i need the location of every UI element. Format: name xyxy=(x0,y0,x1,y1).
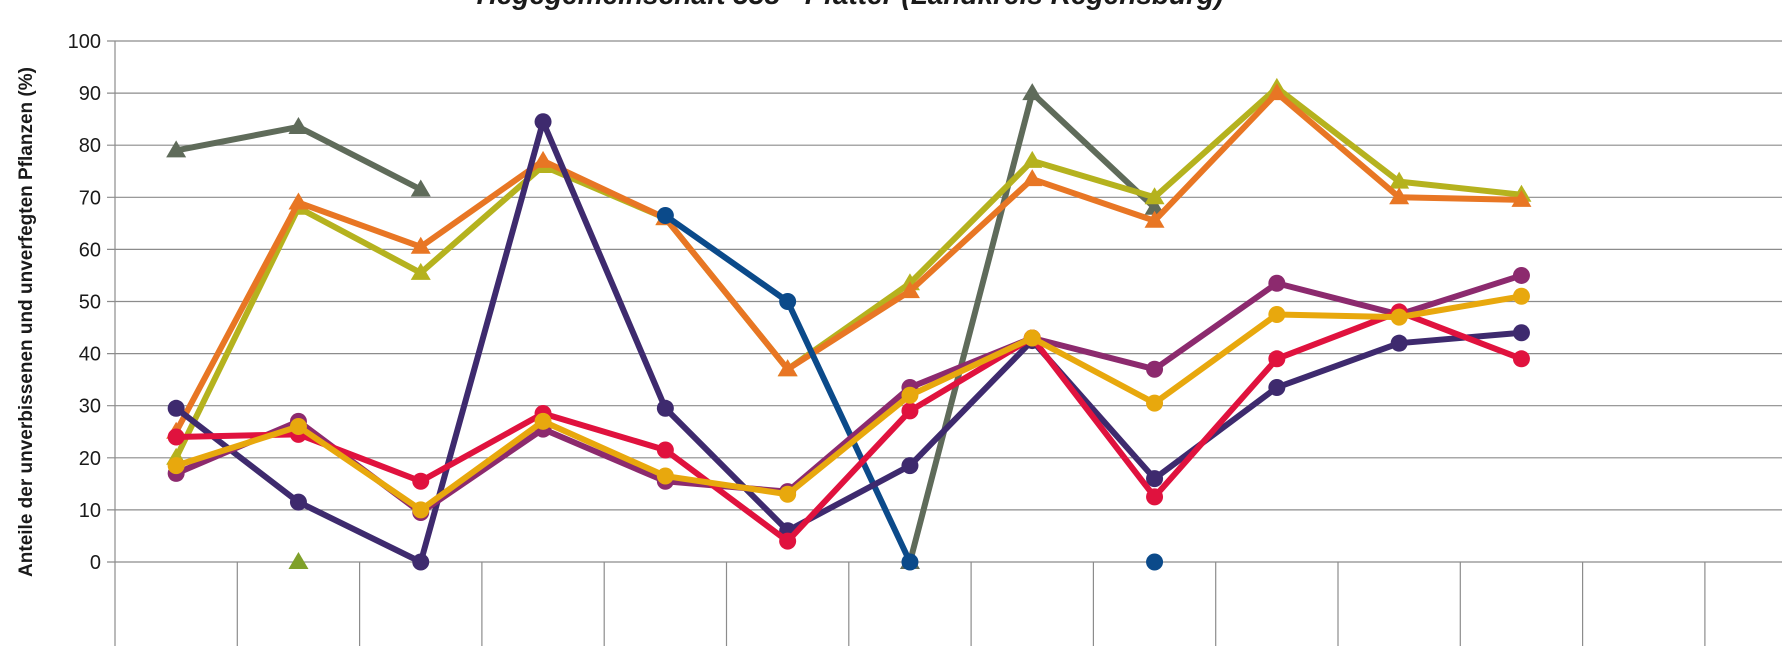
data-point xyxy=(656,441,674,459)
data-point xyxy=(1268,306,1286,324)
data-point xyxy=(167,457,185,475)
y-tick-label: 30 xyxy=(79,396,101,418)
data-point xyxy=(1511,189,1532,207)
data-point xyxy=(1146,394,1164,412)
data-point xyxy=(901,386,919,404)
series-line xyxy=(173,308,1525,545)
data-point xyxy=(412,553,430,571)
series-4 xyxy=(288,552,309,569)
y-tick-label: 80 xyxy=(79,135,101,157)
data-point xyxy=(288,192,309,210)
data-point xyxy=(289,493,307,511)
data-point xyxy=(1022,150,1043,168)
data-point xyxy=(1146,553,1164,571)
data-point xyxy=(1390,334,1408,352)
data-point xyxy=(1146,470,1164,488)
data-point xyxy=(1268,274,1286,292)
data-point xyxy=(1146,488,1164,506)
data-point xyxy=(1512,350,1530,368)
data-point xyxy=(1389,187,1410,205)
y-tick-label: 90 xyxy=(79,83,101,105)
data-point xyxy=(1390,308,1408,326)
series-1 xyxy=(166,83,1165,569)
y-tick-label: 70 xyxy=(79,187,101,209)
series-line xyxy=(173,84,1525,461)
data-point xyxy=(410,236,431,254)
data-point xyxy=(289,418,307,436)
data-point xyxy=(656,467,674,485)
y-axis-label: Anteile der unverbissenen und unverfegte… xyxy=(16,67,37,577)
y-tick-labels: 0 10 20 30 40 50 60 70 80 90 100 xyxy=(68,31,101,574)
data-point xyxy=(1144,210,1165,228)
series-line xyxy=(173,123,424,193)
data-point xyxy=(166,140,187,158)
series-5 xyxy=(656,207,1164,571)
series-7 xyxy=(167,266,1530,522)
data-point xyxy=(1389,171,1410,189)
data-point xyxy=(656,399,674,417)
x-tick-marks xyxy=(236,562,1706,646)
data-point xyxy=(901,457,919,475)
data-point xyxy=(1022,83,1043,101)
series-line xyxy=(173,293,1525,513)
data-point xyxy=(1144,187,1165,205)
y-tick-label: 40 xyxy=(79,344,101,366)
data-point xyxy=(656,207,674,225)
data-point xyxy=(1512,266,1530,284)
data-point xyxy=(534,412,552,430)
chart-title: Hegegemeinschaft 338 - Pfatter (Landkrei… xyxy=(477,0,1224,10)
data-point xyxy=(901,553,919,571)
data-point xyxy=(779,293,797,310)
data-point xyxy=(412,472,430,490)
data-point xyxy=(410,179,431,197)
data-point xyxy=(288,552,309,569)
y-tick-label: 0 xyxy=(90,552,101,574)
data-point xyxy=(1266,83,1287,101)
data-point xyxy=(412,501,430,519)
series-9 xyxy=(167,287,1530,519)
y-tick-label: 20 xyxy=(79,448,101,470)
data-point xyxy=(167,428,185,446)
y-tick-label: 10 xyxy=(79,500,101,522)
data-point xyxy=(1146,360,1164,378)
series-line xyxy=(173,90,1525,435)
data-point xyxy=(1144,197,1165,215)
series-layer xyxy=(166,77,1532,571)
y-tick-label: 100 xyxy=(68,31,101,53)
data-point xyxy=(1268,350,1286,368)
series-line xyxy=(173,118,1525,565)
data-point xyxy=(777,359,798,377)
data-point xyxy=(1268,378,1286,396)
y-tick-label: 50 xyxy=(79,292,101,314)
data-point xyxy=(1512,324,1530,342)
series-3 xyxy=(166,83,1532,439)
data-point xyxy=(779,485,797,503)
data-point xyxy=(1022,169,1043,187)
data-point xyxy=(1023,329,1041,347)
data-point xyxy=(534,113,552,131)
data-point xyxy=(779,532,797,550)
data-point xyxy=(899,281,920,299)
data-point xyxy=(410,262,431,280)
data-point xyxy=(167,399,185,417)
data-point xyxy=(288,116,309,134)
data-point xyxy=(1512,287,1530,305)
data-point xyxy=(901,402,919,420)
gridlines xyxy=(107,40,1782,646)
y-tick-label: 60 xyxy=(79,239,101,261)
data-point xyxy=(533,150,554,168)
